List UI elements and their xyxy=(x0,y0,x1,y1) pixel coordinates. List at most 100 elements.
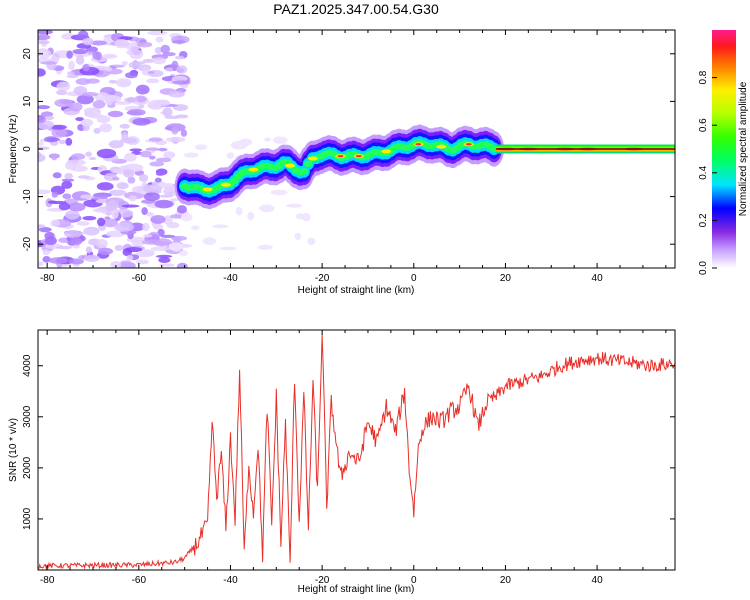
spectrogram-noise-blob xyxy=(102,53,118,59)
spectrogram-noise-blob xyxy=(70,236,82,246)
spectrogram-noise-blob xyxy=(114,38,130,49)
snr-chart: -80 -60 -40 -20 0 20 40 4000 3000 2000 1000 Heigh… xyxy=(8,329,676,595)
spectrogram-noise-blob xyxy=(150,214,166,224)
spectrogram-noise-blob xyxy=(163,151,176,159)
spectrogram-noise-blob xyxy=(140,249,155,257)
spectrogram-noise-blob xyxy=(64,230,82,238)
spectrogram-ytick-label: 10 xyxy=(22,95,33,107)
spectrogram-noise-blob xyxy=(51,191,59,198)
spectrogram-noise-blob xyxy=(96,217,106,227)
colorbar-axis: 0.0 0.2 0.4 0.6 0.8 xyxy=(698,70,717,275)
spectrogram-noise-blob xyxy=(153,100,171,107)
snr-plot-area xyxy=(38,330,675,570)
spectrogram-noise-blob xyxy=(129,148,143,152)
snr-x-axis: -80 -60 -40 -20 0 20 40 xyxy=(40,330,667,586)
spectrogram-noise-blob xyxy=(126,254,134,262)
spectrogram-noise-blob xyxy=(149,155,156,160)
snr-ylabel: SNR (10 * v/v) xyxy=(8,418,19,482)
spectrogram-noise-blob xyxy=(163,186,170,196)
spectrogram-noise-blob xyxy=(38,153,46,163)
spectrogram-noise-blob xyxy=(142,184,163,193)
spectrogram-noise-blob xyxy=(159,263,175,267)
spectrogram-noise-blob xyxy=(143,234,153,238)
spectrogram-noise-blob xyxy=(171,126,179,135)
spectrogram-noise-blob xyxy=(66,50,73,59)
spectrogram-noise-blob xyxy=(147,30,167,36)
snr-series-line xyxy=(38,334,675,570)
spectrogram-noise-blob xyxy=(150,246,171,251)
spectrogram-noise-blob xyxy=(264,137,271,142)
spectrogram-noise-blob xyxy=(114,244,124,251)
spectrogram-ridge-blob xyxy=(229,178,239,185)
chart-title: PAZ1.2025.347.00.54.G30 xyxy=(273,1,439,17)
spectrogram-noise-blob xyxy=(82,92,99,97)
spectrogram-noise-blob xyxy=(135,84,150,95)
spectrogram-hotspot xyxy=(307,156,318,161)
spectrogram-noise-blob xyxy=(155,36,164,43)
spectrogram-noise-blob xyxy=(184,152,199,158)
spectrogram-noise-blob xyxy=(154,177,162,183)
spectrogram-noise-blob xyxy=(212,224,229,229)
colorbar-tick-label: 0.4 xyxy=(698,165,709,179)
spectrogram-noise-blob xyxy=(147,70,155,75)
spectrogram-noise-blob xyxy=(125,262,136,268)
spectrogram-noise-blob xyxy=(142,58,156,63)
spectrogram-noise-blob xyxy=(92,51,100,60)
spectrogram-noise-blob xyxy=(96,182,114,191)
spectrogram-noise-blob xyxy=(62,193,72,200)
spectrogram-noise-blob xyxy=(61,178,75,182)
snr-xtick-label: -60 xyxy=(132,575,147,586)
spectrogram-noise-blob xyxy=(44,236,57,246)
spectrogram-noise-blob xyxy=(307,237,316,246)
spectrogram-noise-blob xyxy=(38,105,51,110)
spectrogram-noise-blob xyxy=(165,67,174,72)
spectrogram-noise-blob xyxy=(111,209,119,219)
spectrogram-noise-blob xyxy=(96,115,111,124)
spectrogram-noise-blob xyxy=(136,259,149,265)
spectrogram-noise-blob xyxy=(58,139,66,145)
spectrogram-x-axis: -80 -60 -40 -20 0 20 40 xyxy=(40,30,667,284)
spectrogram-noise-blob xyxy=(138,104,145,109)
spectrogram-noise-blob xyxy=(56,81,71,92)
spectrogram-noise-blob xyxy=(172,236,182,243)
snr-xtick-label: 20 xyxy=(500,575,512,586)
spectrogram-noise-blob xyxy=(295,213,305,220)
spectrogram-noise-blob xyxy=(259,204,275,213)
spectrogram-noise-blob xyxy=(172,80,190,85)
spectrogram-noise-blob xyxy=(286,203,303,208)
spectrogram-noise-blob xyxy=(38,189,51,195)
spectrogram-noise-blob xyxy=(180,129,188,137)
spectrogram-noise-blob xyxy=(247,211,255,221)
spectrogram-noise-blob xyxy=(129,49,144,60)
spectrogram-noise-blob xyxy=(126,111,142,115)
spectrogram-noise-blob xyxy=(40,61,58,65)
spectrogram-noise-blob xyxy=(119,123,130,129)
spectrogram-noise-blob xyxy=(152,57,166,65)
spectrogram-noise-blob xyxy=(143,192,161,202)
spectrogram-noise-blob xyxy=(138,174,149,182)
spectrogram-hotspot-peak xyxy=(415,143,422,146)
spectrogram-noise-blob xyxy=(149,161,165,167)
spectrogram-noise-blob xyxy=(80,118,94,127)
spectrogram-noise-blob xyxy=(85,151,93,157)
snr-ytick-label: 1000 xyxy=(22,507,33,530)
spectrogram-noise-blob xyxy=(155,172,165,176)
spectrogram-noise-blob xyxy=(169,198,179,202)
spectrogram-noise-blob xyxy=(71,153,86,160)
spectrogram-noise-blob xyxy=(302,212,311,222)
spectrogram-noise-blob xyxy=(164,115,180,120)
spectrogram-noise-blob xyxy=(96,148,117,159)
spectrogram-noise-blob xyxy=(125,42,141,51)
colorbar-tick-label: 0.0 xyxy=(698,261,709,275)
snr-ytick-label: 2000 xyxy=(22,456,33,479)
snr-y-axis: 4000 3000 2000 1000 xyxy=(22,354,675,530)
snr-xtick-label: 40 xyxy=(592,575,604,586)
spectrogram-noise-blob xyxy=(119,137,138,144)
spectrogram-noise-blob xyxy=(235,206,243,216)
spectrogram-noise-blob xyxy=(109,189,127,197)
spectrogram-hotspot xyxy=(248,167,259,172)
spectrogram-noise-blob xyxy=(127,176,136,184)
spectrogram-noise-blob xyxy=(90,40,107,46)
colorbar-label: Normalized spectral amplitude xyxy=(738,81,749,216)
spectrogram-noise-blob xyxy=(68,102,83,112)
